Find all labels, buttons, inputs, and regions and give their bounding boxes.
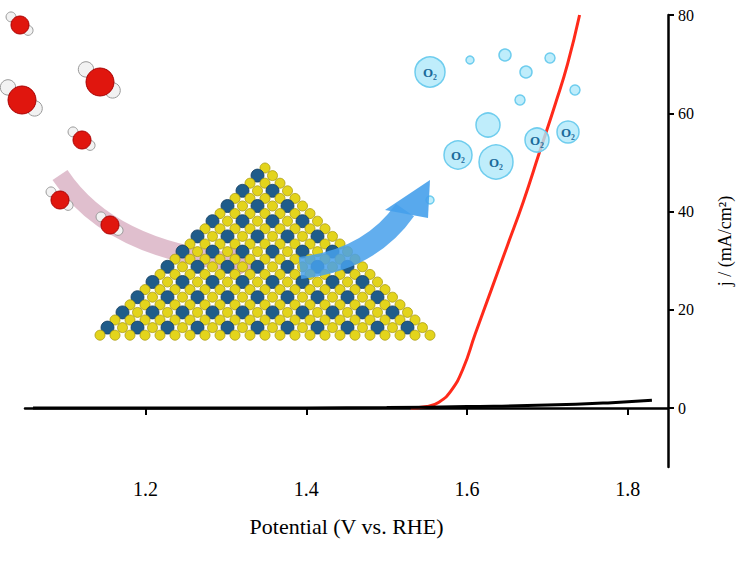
- svg-text:40: 40: [678, 203, 694, 220]
- svg-text:O₂: O₂: [561, 125, 575, 140]
- svg-text:1.8: 1.8: [615, 478, 640, 500]
- svg-text:O₂: O₂: [489, 155, 503, 170]
- svg-text:80: 80: [678, 7, 694, 24]
- svg-text:60: 60: [678, 105, 694, 122]
- svg-text:0: 0: [678, 400, 686, 417]
- svg-text:Potential (V vs. RHE): Potential (V vs. RHE): [250, 514, 444, 539]
- svg-text:j / (mA/cm²): j / (mA/cm²): [715, 196, 736, 287]
- svg-text:O₂: O₂: [451, 148, 465, 163]
- svg-text:20: 20: [678, 301, 694, 318]
- svg-text:O₂: O₂: [423, 65, 437, 80]
- svg-text:1.2: 1.2: [133, 478, 158, 500]
- svg-text:O₂: O₂: [530, 133, 544, 148]
- svg-text:1.6: 1.6: [455, 478, 480, 500]
- svg-text:1.4: 1.4: [294, 478, 319, 500]
